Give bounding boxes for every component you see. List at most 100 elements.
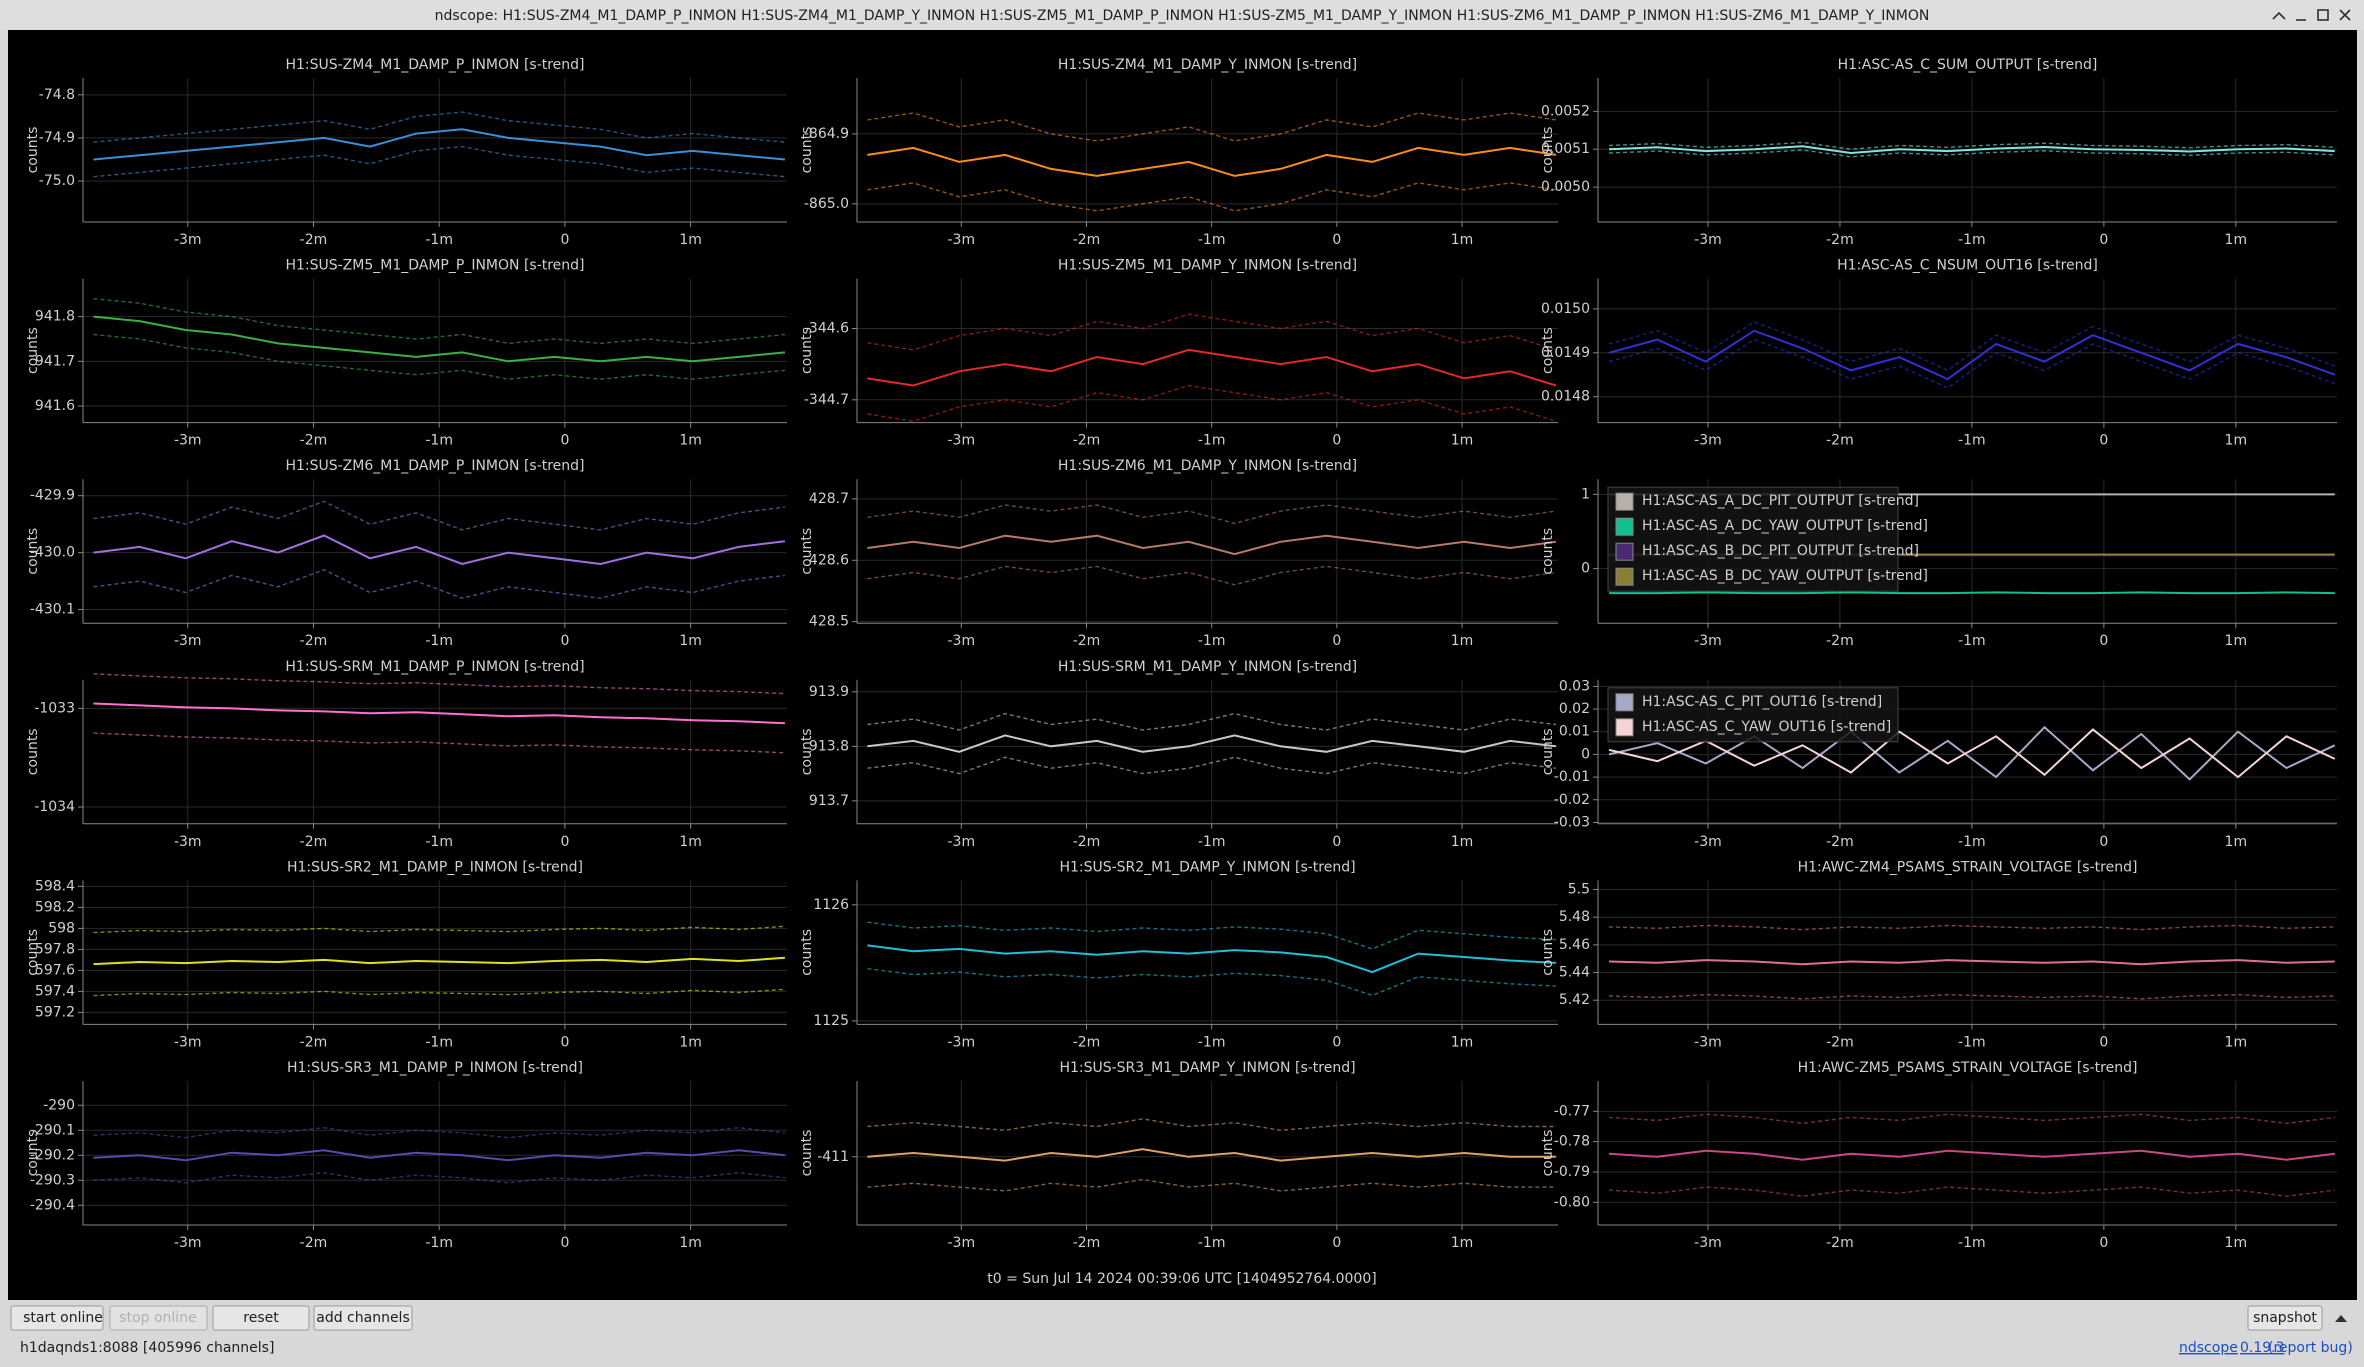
x-tick-label: -1m bbox=[425, 633, 453, 649]
y-axis-label: counts bbox=[1540, 929, 1556, 976]
y-tick-label: 941.6 bbox=[35, 398, 75, 414]
y-tick-label: 913.7 bbox=[809, 793, 849, 809]
plot: H1:SUS-ZM5_M1_DAMP_P_INMON [s-trend] coun… bbox=[25, 258, 787, 449]
plot-title: H1:SUS-ZM4_M1_DAMP_P_INMON [s-trend] bbox=[285, 57, 584, 73]
plot: H1:SUS-ZM6_M1_DAMP_P_INMON [s-trend] coun… bbox=[25, 458, 787, 649]
window-controls[interactable] bbox=[2272, 9, 2351, 21]
x-tick-label: 1m bbox=[1451, 834, 1474, 850]
y-tick-label: 0.0150 bbox=[1541, 301, 1590, 317]
plot-title: H1:ASC-AS_C_SUM_OUTPUT [s-trend] bbox=[1838, 57, 2098, 73]
t0-label: t0 = Sun Jul 14 2024 00:39:06 UTC [14049… bbox=[987, 1271, 1376, 1287]
reset-button[interactable]: reset bbox=[212, 1305, 310, 1331]
y-tick-label: 941.7 bbox=[35, 353, 75, 369]
x-tick-label: -3m bbox=[174, 433, 202, 449]
x-tick-label: 1m bbox=[1451, 633, 1474, 649]
snapshot-label[interactable]: snapshot bbox=[2253, 1310, 2317, 1326]
shade-button[interactable] bbox=[2272, 11, 2286, 20]
plot-title: H1:SUS-ZM6_M1_DAMP_P_INMON [s-trend] bbox=[285, 458, 584, 474]
server-status: h1daqnds1:8088 [405996 channels] bbox=[20, 1340, 274, 1356]
app-link[interactable]: ndscope bbox=[2179, 1340, 2238, 1356]
mean-trace bbox=[867, 146, 1557, 177]
mean-trace bbox=[867, 944, 1556, 974]
plot: H1:AWC-ZM4_PSAMS_STRAIN_VOLTAGE [s-trend… bbox=[1540, 859, 2337, 1050]
x-tick-label: -3m bbox=[948, 633, 976, 649]
y-tick-label: 598.4 bbox=[35, 878, 75, 894]
series-trace bbox=[1608, 728, 2336, 779]
y-tick-label: 913.9 bbox=[809, 684, 849, 700]
reset-label[interactable]: reset bbox=[243, 1310, 279, 1326]
plot: H1:SUS-SR3_M1_DAMP_P_INMON [s-trend] coun… bbox=[25, 1060, 787, 1251]
min-trace bbox=[1608, 993, 2335, 1000]
y-tick-label: 428.5 bbox=[809, 614, 849, 630]
add-label[interactable]: add channels bbox=[316, 1310, 410, 1326]
y-tick-label: -290.3 bbox=[30, 1172, 75, 1188]
y-tick-label: 0.0052 bbox=[1541, 103, 1590, 119]
x-tick-label: 0 bbox=[1332, 1034, 1341, 1050]
x-tick-label: -2m bbox=[300, 232, 328, 248]
x-tick-label: -2m bbox=[300, 633, 328, 649]
min-trace bbox=[93, 732, 785, 754]
plot: H1:SUS-SRM_M1_DAMP_Y_INMON [s-trend] coun… bbox=[799, 659, 1558, 850]
x-tick-label: -2m bbox=[1826, 1034, 1854, 1050]
start-label[interactable]: start online bbox=[23, 1310, 103, 1326]
max-trace bbox=[867, 712, 1556, 731]
x-tick-label: 0 bbox=[1332, 433, 1341, 449]
y-tick-label: -290 bbox=[43, 1097, 75, 1113]
snapshot-button[interactable]: snapshot bbox=[2247, 1305, 2323, 1331]
expand-arrow[interactable] bbox=[2335, 1315, 2347, 1322]
min-trace bbox=[1608, 338, 2336, 389]
x-tick-label: -1m bbox=[425, 1235, 453, 1251]
plot-title: H1:SUS-SR3_M1_DAMP_Y_INMON [s-trend] bbox=[1059, 1060, 1355, 1076]
y-tick-label: 5.5 bbox=[1568, 882, 1590, 898]
plot-title: H1:SUS-SR2_M1_DAMP_P_INMON [s-trend] bbox=[287, 859, 583, 875]
y-tick-label: 5.46 bbox=[1559, 937, 1590, 953]
version-link[interactable]: 0.19.3 bbox=[2240, 1340, 2285, 1356]
y-tick-label: 597.2 bbox=[35, 1004, 75, 1020]
close-button[interactable] bbox=[2339, 9, 2351, 21]
x-tick-label: -3m bbox=[1694, 232, 1722, 248]
min-trace bbox=[1608, 149, 2335, 158]
y-tick-label: -0.80 bbox=[1554, 1194, 1590, 1210]
min-trace bbox=[93, 568, 785, 599]
mean-trace bbox=[867, 1148, 1556, 1162]
plot-title: H1:AWC-ZM4_PSAMS_STRAIN_VOLTAGE [s-trend… bbox=[1798, 859, 2138, 875]
mean-trace bbox=[1608, 959, 2335, 966]
y-tick-label: 0.0050 bbox=[1541, 179, 1590, 195]
y-tick-label: 0 bbox=[1581, 561, 1590, 577]
x-tick-label: 1m bbox=[1451, 1034, 1474, 1050]
legend-box bbox=[1607, 687, 1899, 743]
y-tick-label: 5.44 bbox=[1559, 965, 1590, 981]
y-tick-label: 0.0051 bbox=[1541, 141, 1590, 157]
legend-swatch bbox=[1615, 542, 1634, 561]
plot-title: H1:SUS-SRM_M1_DAMP_P_INMON [s-trend] bbox=[285, 659, 584, 675]
mean-trace bbox=[867, 348, 1557, 387]
x-tick-label: -2m bbox=[1826, 834, 1854, 850]
y-tick-label: -290.2 bbox=[30, 1147, 75, 1163]
legend-swatch bbox=[1615, 693, 1634, 712]
x-tick-label: -3m bbox=[948, 834, 976, 850]
x-tick-label: -1m bbox=[1958, 1034, 1986, 1050]
max-trace bbox=[867, 504, 1556, 525]
min-trace bbox=[867, 1178, 1556, 1192]
x-tick-label: 1m bbox=[1451, 232, 1474, 248]
min-trace bbox=[867, 968, 1556, 997]
y-tick-label: 1 bbox=[1581, 486, 1590, 502]
x-tick-label: 1m bbox=[679, 232, 702, 248]
stop-label: stop online bbox=[119, 1310, 196, 1326]
legend-label: H1:ASC-AS_B_DC_YAW_OUTPUT [s-trend] bbox=[1642, 568, 1928, 584]
toolbar: start online stop online reset add chann… bbox=[10, 1305, 2353, 1356]
min-trace bbox=[867, 384, 1557, 422]
mean-trace bbox=[93, 702, 785, 725]
series-trace bbox=[1608, 725, 2336, 781]
y-axis-label: counts bbox=[1540, 327, 1556, 374]
x-tick-label: -2m bbox=[300, 1034, 328, 1050]
legend-box bbox=[1607, 486, 1899, 592]
mean-trace bbox=[867, 534, 1557, 556]
add-button[interactable]: add channels bbox=[313, 1305, 413, 1331]
report-link[interactable]: (report bug) bbox=[2268, 1340, 2353, 1356]
x-tick-label: -2m bbox=[300, 1235, 328, 1251]
maximize-button[interactable] bbox=[2317, 9, 2329, 21]
legend-swatch bbox=[1615, 492, 1634, 511]
y-tick-label: -430.1 bbox=[30, 602, 75, 618]
start-button[interactable]: start online bbox=[10, 1305, 104, 1331]
